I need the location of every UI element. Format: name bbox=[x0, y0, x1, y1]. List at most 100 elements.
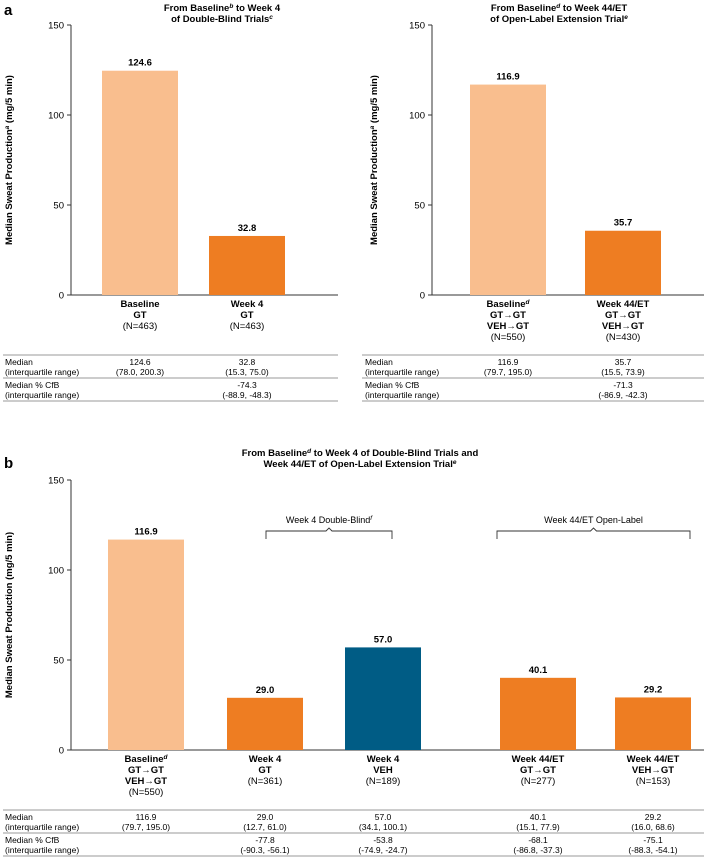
text-run: Week 44/ET bbox=[627, 754, 680, 765]
text-run: (mg/5 min) bbox=[4, 75, 15, 126]
category-label: Week 4 bbox=[367, 754, 400, 765]
superscript: d bbox=[556, 3, 561, 10]
text-run: From Baseline bbox=[242, 448, 307, 459]
table-cell: (-88.9, -48.3) bbox=[222, 390, 271, 400]
bar-value-label: 35.7 bbox=[614, 218, 633, 229]
bar bbox=[500, 677, 576, 750]
category-label: VEH bbox=[373, 765, 393, 776]
text-run: From Baseline bbox=[164, 3, 229, 14]
text-run: Week 44/ET of Open-Label Extension Trial bbox=[264, 459, 453, 470]
table-cell: -68.1 bbox=[528, 835, 548, 845]
category-n: (N=361) bbox=[248, 776, 283, 787]
y-tick-label: 50 bbox=[53, 656, 64, 667]
text-run: Baseline bbox=[486, 299, 525, 310]
text-run: GT→GT bbox=[605, 310, 641, 321]
text-run: Baseline bbox=[120, 299, 159, 310]
chart-panel-b: b From Baselined to Week 4 of Double-Blin… bbox=[3, 448, 704, 857]
bar bbox=[227, 697, 303, 750]
category-label: Baselined bbox=[124, 754, 168, 765]
text-run: Baseline bbox=[124, 754, 163, 765]
chart-panel-a: a From Baselineb to Week 4of Double-Blind… bbox=[3, 2, 338, 402]
category-label: GT→GT bbox=[128, 765, 164, 776]
superscript: c bbox=[269, 14, 273, 21]
category-label: GT→GT bbox=[490, 310, 526, 321]
table-cell: 40.1 bbox=[530, 812, 547, 822]
table-cell: 124.6 bbox=[129, 357, 151, 367]
text-run: of Open-Label Extension Trial bbox=[490, 14, 624, 25]
category-n: (N=277) bbox=[521, 776, 556, 787]
text-run: Median Sweat Production bbox=[4, 129, 15, 245]
bar-value-label: 116.9 bbox=[496, 72, 519, 83]
text-run: GT→GT bbox=[520, 765, 556, 776]
bar bbox=[209, 235, 285, 295]
category-label: VEH→GT bbox=[125, 776, 167, 787]
bar-value-label: 57.0 bbox=[374, 634, 393, 645]
table-row-label: Median bbox=[5, 812, 33, 822]
text-run: Week 44/ET bbox=[597, 299, 650, 310]
text-run: Median Sweat Production (mg/5 min) bbox=[4, 532, 15, 698]
chart-title: of Open-Label Extension Triale bbox=[490, 14, 628, 25]
text-run: VEH bbox=[373, 765, 393, 776]
table-row-label: (interquartile range) bbox=[5, 822, 79, 832]
chart-title: Week 44/ET of Open-Label Extension Trial… bbox=[264, 459, 457, 470]
table-cell: 29.2 bbox=[645, 812, 662, 822]
bar-value-label: 32.8 bbox=[238, 223, 257, 234]
group-bracket bbox=[265, 527, 393, 539]
table-cell: (-86.9, -42.3) bbox=[598, 390, 647, 400]
superscript: e bbox=[624, 14, 628, 21]
table-row-label: (interquartile range) bbox=[5, 390, 79, 400]
table-row-label: (interquartile range) bbox=[5, 845, 79, 855]
chart-title: of Double-Blind Trialsc bbox=[171, 14, 273, 25]
table-cell: (-74.9, -24.7) bbox=[358, 845, 407, 855]
table-cell: (16.0, 68.6) bbox=[631, 822, 675, 832]
table-cell: -75.1 bbox=[643, 835, 663, 845]
text-run: of Double-Blind Trials bbox=[171, 14, 269, 25]
text-run: Week 4 bbox=[231, 299, 264, 310]
y-axis-label: Median Sweat Productiona (mg/5 min) bbox=[4, 75, 15, 245]
category-n: (N=463) bbox=[123, 321, 158, 332]
category-label: VEH→GT bbox=[602, 321, 644, 332]
table-cell: (-90.3, -56.1) bbox=[240, 845, 289, 855]
text-run: Week 4 bbox=[367, 754, 400, 765]
table-cell: (79.7, 195.0) bbox=[122, 822, 170, 832]
bar bbox=[108, 539, 184, 750]
superscript: b bbox=[229, 3, 233, 10]
table-cell: 116.9 bbox=[498, 357, 519, 367]
chart-title: From Baselined to Week 4 of Double-Blind… bbox=[242, 448, 479, 459]
text-run: to Week 4 of Double-Blind Trials and bbox=[311, 448, 478, 459]
group-bracket-label: Week 44/ET Open-Label bbox=[544, 515, 643, 525]
table-row-label: Median bbox=[365, 357, 393, 367]
text-run: GT bbox=[133, 310, 146, 321]
category-label: Week 4 bbox=[231, 299, 264, 310]
panel-letter: b bbox=[4, 455, 13, 472]
category-label: GT bbox=[240, 310, 253, 321]
table-cell: -71.3 bbox=[613, 380, 633, 390]
table-cell: (15.3, 75.0) bbox=[225, 367, 269, 377]
table-cell: -74.3 bbox=[237, 380, 257, 390]
y-tick-label: 150 bbox=[48, 21, 64, 32]
y-tick-label: 100 bbox=[48, 111, 64, 122]
table-cell: 32.8 bbox=[239, 357, 256, 367]
text-run: VEH→GT bbox=[602, 321, 644, 332]
category-label: GT bbox=[133, 310, 146, 321]
text-run: GT bbox=[240, 310, 253, 321]
table-cell: (15.5, 73.9) bbox=[601, 367, 645, 377]
text-run: From Baseline bbox=[491, 3, 556, 14]
table-cell: (79.7, 195.0) bbox=[484, 367, 532, 377]
chart-title: From Baselined to Week 44/ET bbox=[491, 3, 628, 14]
y-tick-label: 150 bbox=[409, 21, 425, 32]
superscript: d bbox=[307, 448, 312, 455]
text-run: to Week 4 bbox=[233, 3, 281, 14]
bar bbox=[345, 647, 421, 750]
bar bbox=[615, 697, 691, 750]
category-n: (N=153) bbox=[636, 776, 671, 787]
text-run: GT bbox=[258, 765, 271, 776]
category-label: Week 44/ET bbox=[627, 754, 680, 765]
table-row-label: Median % CfB bbox=[5, 380, 60, 390]
text-run: VEH→GT bbox=[125, 776, 167, 787]
text-run: Week 4 Double-Blind bbox=[286, 515, 370, 525]
superscript: d bbox=[526, 299, 531, 306]
text-run: Week 44/ET Open-Label bbox=[544, 515, 643, 525]
table-row-label: (interquartile range) bbox=[365, 367, 439, 377]
